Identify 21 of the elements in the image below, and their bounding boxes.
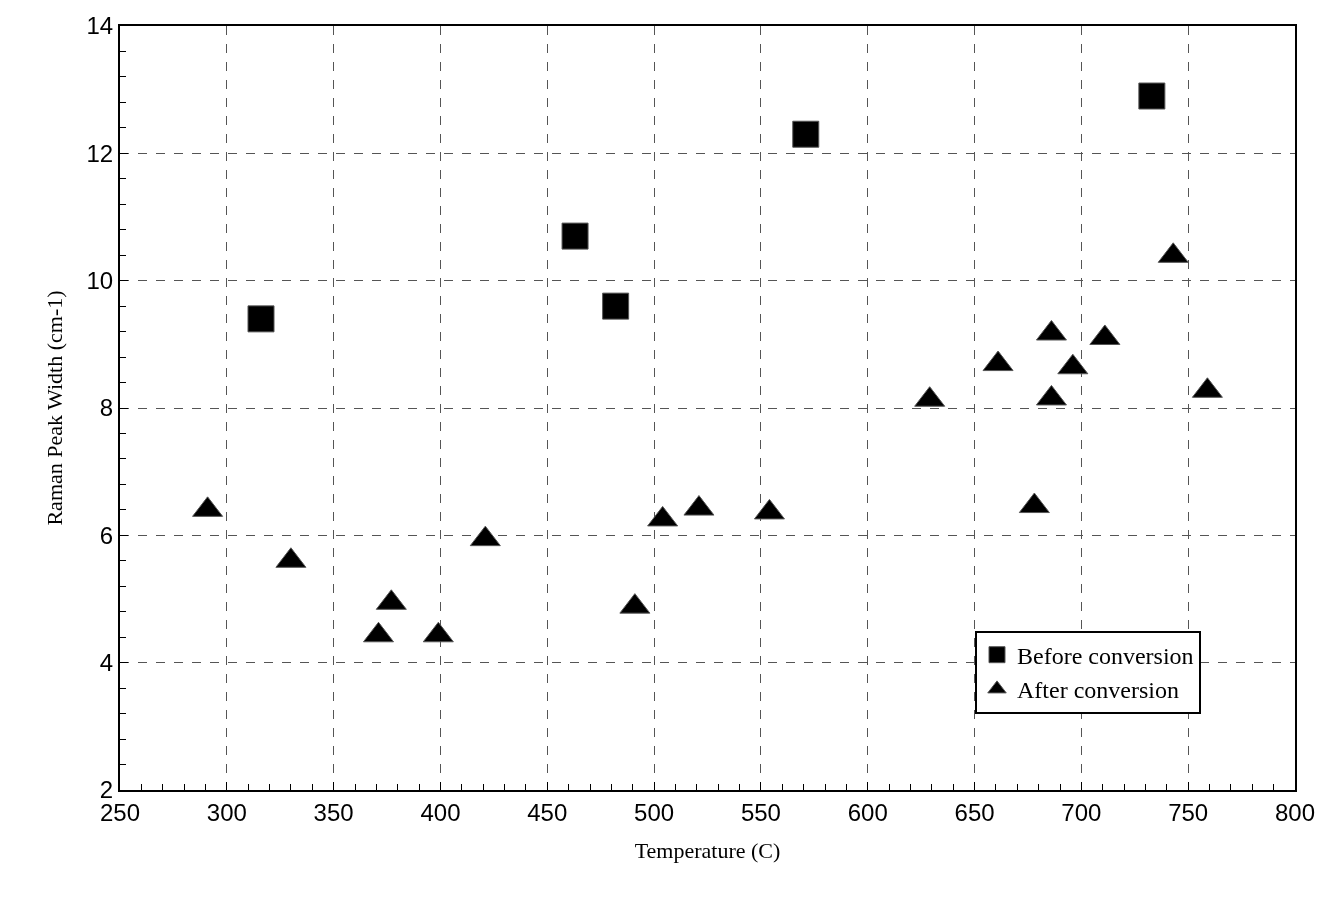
x-tick-label: 750 xyxy=(1168,798,1209,826)
x-tick-label: 800 xyxy=(1274,798,1316,826)
x-tick-label: 450 xyxy=(527,798,568,826)
y-tick-label: 14 xyxy=(86,12,114,40)
y-tick-label: 12 xyxy=(86,139,114,167)
x-tick-label: 700 xyxy=(1061,798,1102,826)
y-axis-title: Raman Peak Width (cm-1) xyxy=(41,290,67,526)
legend-label: Before conversion xyxy=(1017,643,1194,670)
y-tick-label: 10 xyxy=(86,267,114,295)
legend-label: After conversion xyxy=(1017,677,1179,704)
y-tick-label: 4 xyxy=(99,649,114,677)
x-tick-label: 350 xyxy=(313,798,354,826)
y-tick-label: 6 xyxy=(99,521,114,549)
x-tick-label: 650 xyxy=(954,798,995,826)
x-tick-label: 550 xyxy=(740,798,781,826)
x-tick-label: 500 xyxy=(634,798,675,826)
y-tick-label: 8 xyxy=(99,394,114,422)
x-tick-label: 600 xyxy=(847,798,888,826)
x-tick-label: 400 xyxy=(420,798,461,826)
x-axis-title: Temperature (C) xyxy=(634,838,781,864)
x-tick-label: 300 xyxy=(206,798,247,826)
